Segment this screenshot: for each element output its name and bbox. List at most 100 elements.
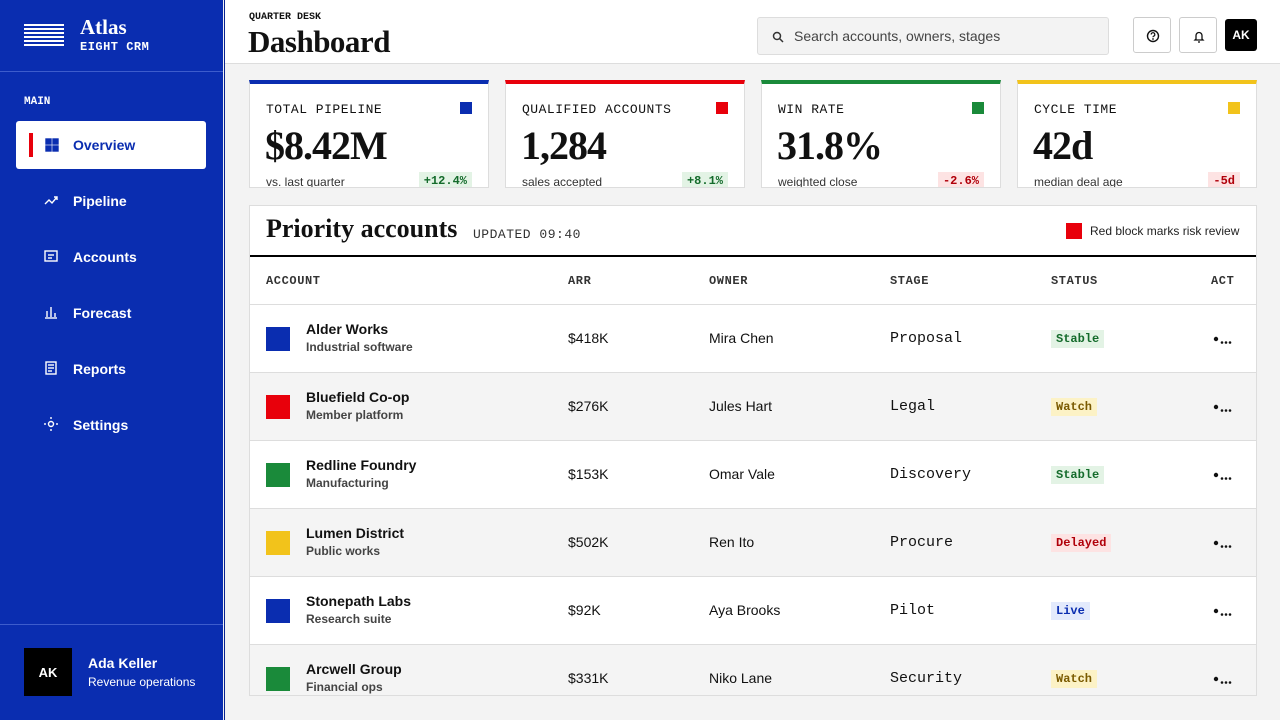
- row-actions[interactable]: [1211, 537, 1235, 551]
- brand-name: Atlas: [80, 15, 127, 39]
- legend-text: Red block marks risk review: [1090, 224, 1240, 238]
- nav-label: Settings: [73, 417, 129, 433]
- table-row[interactable]: Redline Foundry Manufacturing $153K Omar Va…: [250, 440, 1256, 508]
- nav-icon: [44, 196, 58, 205]
- kpi-swatch: [716, 102, 728, 114]
- owner: Ren Ito: [709, 534, 755, 550]
- status-pill: Watch: [1051, 670, 1098, 688]
- row-actions[interactable]: [1211, 605, 1235, 619]
- help-icon: [1146, 29, 1160, 43]
- column-header: STATUS: [1051, 274, 1098, 288]
- kpi-swatch: [972, 102, 984, 114]
- account-swatch: [266, 599, 290, 623]
- nav-section: MAIN: [24, 96, 51, 108]
- nav-item[interactable]: Accounts: [16, 233, 206, 281]
- user-avatar[interactable]: AK: [24, 648, 72, 696]
- account-swatch: [266, 531, 290, 555]
- eyebrow: QUARTER DESK: [249, 12, 322, 23]
- column-header: STAGE: [890, 274, 930, 288]
- kpi-value: 42d: [1033, 123, 1093, 168]
- kpi-delta: +12.4%: [418, 172, 472, 187]
- table-row[interactable]: Stonepath Labs Research suite $92K Aya Broo…: [250, 576, 1256, 644]
- column-header: ACCOUNT: [266, 274, 321, 288]
- nav-item[interactable]: Reports: [16, 345, 206, 393]
- notifications-button[interactable]: [1179, 17, 1217, 53]
- account-name: Stonepath Labs: [306, 593, 412, 609]
- brand-logo: [24, 24, 64, 46]
- owner: Niko Lane: [709, 670, 773, 686]
- kpi-card: TOTAL PIPELINE $8.42M vs. last quarter +12.…: [249, 80, 489, 188]
- header: QUARTER DESK Dashboard Search accounts, …: [225, 0, 1280, 64]
- row-actions[interactable]: [1211, 673, 1235, 687]
- status-pill: Watch: [1051, 398, 1098, 416]
- nav-item[interactable]: Overview: [16, 121, 206, 169]
- nav-label: Pipeline: [73, 193, 127, 209]
- nav-icon: [44, 250, 58, 262]
- nav-label: Overview: [73, 137, 136, 153]
- kpi-note: sales accepted: [522, 175, 603, 188]
- divider: [0, 71, 223, 72]
- status-pill: Live: [1051, 602, 1090, 620]
- search-placeholder: Search accounts, owners, stages: [794, 28, 1001, 44]
- arr: $331K: [568, 670, 609, 686]
- more-icon: [1213, 336, 1232, 344]
- kpi-delta: -5d: [1208, 172, 1240, 187]
- arr: $92K: [568, 602, 601, 618]
- stage: Legal: [890, 398, 936, 415]
- account-sub: Financial ops: [306, 680, 383, 694]
- nav-item[interactable]: Forecast: [16, 289, 206, 337]
- nav-label: Accounts: [73, 249, 137, 265]
- accounts-table: Priority accounts UPDATED 09:40 Red bloc…: [249, 205, 1257, 696]
- legend-swatch: [1066, 223, 1082, 239]
- row-actions[interactable]: [1211, 401, 1235, 415]
- page-title: Dashboard: [248, 24, 390, 59]
- main: QUARTER DESK Dashboard Search accounts, …: [224, 0, 1280, 720]
- nav-label: Forecast: [73, 305, 132, 321]
- more-icon: [1213, 472, 1232, 480]
- more-icon: [1213, 404, 1232, 412]
- kpi-swatch: [460, 102, 472, 114]
- kpi-delta: -2.6%: [937, 172, 984, 187]
- column-header: ACT: [1211, 274, 1235, 288]
- row-actions[interactable]: [1211, 333, 1235, 347]
- owner: Aya Brooks: [709, 602, 781, 618]
- nav-item[interactable]: Pipeline: [16, 177, 206, 225]
- owner: Jules Hart: [709, 398, 773, 414]
- nav-label: Reports: [73, 361, 126, 377]
- kpi-value: 1,284: [521, 123, 607, 168]
- account-sub: Industrial software: [306, 340, 413, 354]
- arr: $153K: [568, 466, 609, 482]
- account-sub: Research suite: [306, 612, 392, 626]
- table-title: Priority accounts: [266, 214, 458, 243]
- kpi-swatch: [1228, 102, 1240, 114]
- stage: Pilot: [890, 602, 936, 619]
- kpi-card: QUALIFIED ACCOUNTS 1,284 sales accepted +8.…: [505, 80, 745, 188]
- account-swatch: [266, 327, 290, 351]
- owner: Omar Vale: [709, 466, 775, 482]
- help-button[interactable]: [1133, 17, 1171, 53]
- arr: $502K: [568, 534, 609, 550]
- kpi-delta: +8.1%: [681, 172, 728, 187]
- sidebar: Atlas EIGHT CRM MAIN Overview Pipeline Acc…: [0, 0, 223, 720]
- table-row[interactable]: Bluefield Co-op Member platform $276K Jules…: [250, 372, 1256, 440]
- more-icon: [1213, 608, 1232, 616]
- search-box[interactable]: Search accounts, owners, stages: [757, 17, 1109, 55]
- more-icon: [1213, 676, 1232, 684]
- more-icon: [1213, 540, 1232, 548]
- stage: Procure: [890, 534, 954, 551]
- header-rule: [250, 255, 1256, 257]
- table-row[interactable]: Lumen District Public works $502K Ren Ito Pr…: [250, 508, 1256, 576]
- account-swatch: [266, 395, 290, 419]
- table-row[interactable]: Alder Works Industrial software $418K Mira …: [250, 304, 1256, 372]
- account-name: Arcwell Group: [306, 661, 402, 677]
- row-actions[interactable]: [1211, 469, 1235, 483]
- bell-icon: [1193, 31, 1205, 43]
- table-row[interactable]: Arcwell Group Financial ops $331K Niko Lane…: [250, 644, 1256, 695]
- nav-icon: [45, 307, 57, 319]
- header-avatar[interactable]: AK: [1225, 19, 1257, 51]
- nav-icon: [45, 361, 57, 375]
- nav-item[interactable]: Settings: [16, 401, 206, 449]
- owner: Mira Chen: [709, 330, 774, 346]
- account-sub: Member platform: [306, 408, 404, 422]
